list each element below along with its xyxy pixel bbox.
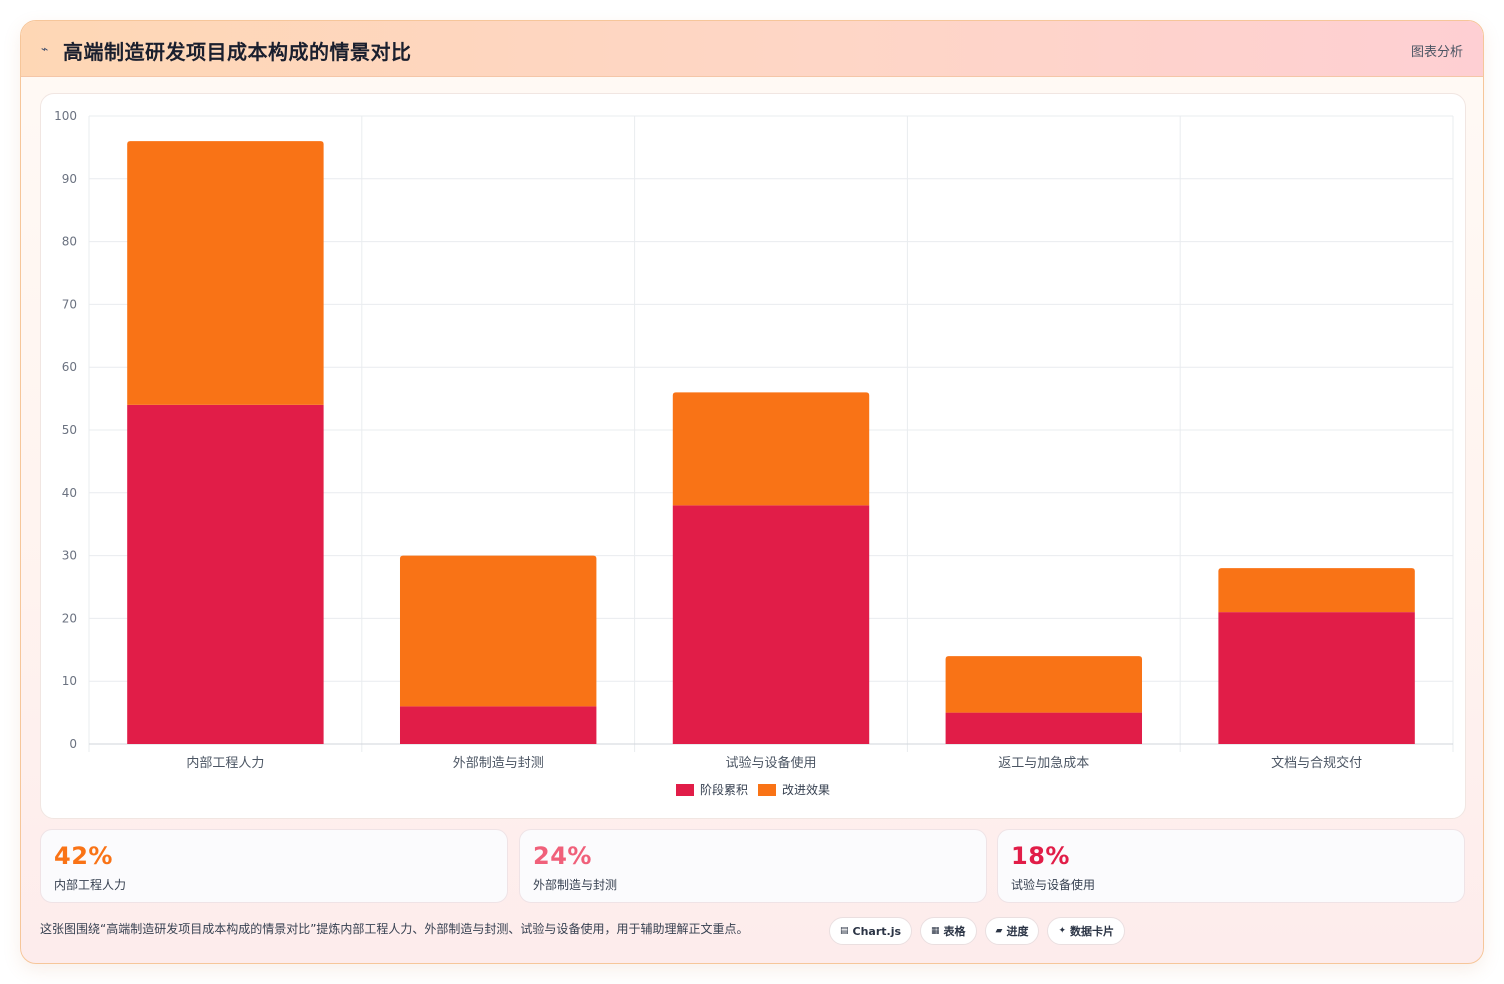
bar-segment-stage xyxy=(945,712,1143,744)
y-tick-label: 90 xyxy=(62,172,77,186)
stat-value-3: 18% xyxy=(1011,842,1070,870)
bar-segment-improve xyxy=(1218,568,1415,613)
stat-label-1: 内部工程人力 xyxy=(54,878,127,892)
stat-label-3: 试验与设备使用 xyxy=(1011,878,1096,892)
stat-value-1: 42% xyxy=(54,842,113,870)
chart-caption: 这张图围绕“高端制造研发项目成本构成的情景对比”提炼内部工程人力、外部制造与封测… xyxy=(40,922,749,936)
bar-segment-stage xyxy=(399,706,597,744)
y-tick-label: 40 xyxy=(62,486,77,500)
chart-icon: ▤ xyxy=(840,926,849,936)
bar-segment-improve xyxy=(672,392,870,506)
chart-legend: 阶段累积 改进效果 xyxy=(41,781,1465,798)
tag-label: 表格 xyxy=(943,925,966,938)
legend-label-improve: 改进效果 xyxy=(782,783,831,797)
stat-card-1: 42% 内部工程人力 xyxy=(40,829,508,903)
y-tick-label: 100 xyxy=(54,109,77,123)
tag-label: 进度 xyxy=(1006,925,1029,938)
x-tick-label: 文档与合规交付 xyxy=(1271,755,1362,771)
table-icon: ▦ xyxy=(931,926,940,936)
bar-segment-improve xyxy=(399,555,597,707)
stat-label-2: 外部制造与封测 xyxy=(533,878,618,892)
x-tick-label: 试验与设备使用 xyxy=(725,755,816,771)
y-tick-label: 50 xyxy=(62,423,77,437)
x-tick-label: 返工与加急成本 xyxy=(998,756,1089,771)
legend-swatch-stage xyxy=(675,783,694,796)
sparkle-icon: ✦ xyxy=(1058,926,1067,936)
legend-label-stage: 阶段累积 xyxy=(699,783,748,797)
chart-analysis-link[interactable]: 图表分析 xyxy=(1410,45,1463,60)
stacked-bar-chart: 0 10 20 30 40 50 60 70 80 90 100 内部工程人力 外部制造与封测 试验与设备… xyxy=(54,109,1454,771)
progress-icon: ▰ xyxy=(995,926,1003,936)
chart-card: ⌁ 高端制造研发项目成本构成的情景对比 图表分析 0 10 20 30 40 50 60 70… xyxy=(20,20,1484,964)
bar-segment-stage xyxy=(672,505,870,744)
chart-panel: 0 10 20 30 40 50 60 70 80 90 100 内部工程人力 外部制造与封测 试验与设备… xyxy=(40,93,1466,819)
tag-data-card[interactable]: ✦ 数据卡片 xyxy=(1047,917,1126,945)
y-tick-label: 10 xyxy=(62,674,77,688)
stat-value-2: 24% xyxy=(533,842,592,870)
y-tick-label: 0 xyxy=(69,737,77,751)
bar-segment-improve xyxy=(127,141,324,405)
y-tick-label: 70 xyxy=(62,297,77,311)
x-tick-label: 内部工程人力 xyxy=(186,755,264,771)
tag-chartjs[interactable]: ▤ Chart.js xyxy=(829,917,913,945)
legend-item-stage[interactable]: 阶段累积 xyxy=(675,781,748,798)
tag-label: 数据卡片 xyxy=(1070,925,1115,938)
bar-segment-improve xyxy=(945,656,1143,713)
page-title: 高端制造研发项目成本构成的情景对比 xyxy=(63,40,412,64)
bar-segment-stage xyxy=(1218,612,1415,744)
tag-progress[interactable]: ▰ 进度 xyxy=(984,917,1040,945)
chart-line-icon: ⌁ xyxy=(41,42,49,56)
tag-table[interactable]: ▦ 表格 xyxy=(920,917,977,945)
y-tick-label: 30 xyxy=(62,549,77,563)
y-tick-label: 60 xyxy=(62,360,77,374)
y-tick-label: 20 xyxy=(62,611,77,625)
y-tick-label: 80 xyxy=(62,235,77,249)
tag-label: Chart.js xyxy=(852,924,902,938)
legend-item-improve[interactable]: 改进效果 xyxy=(758,781,830,798)
card-header: ⌁ 高端制造研发项目成本构成的情景对比 图表分析 xyxy=(21,21,1483,77)
x-tick-label: 外部制造与封测 xyxy=(453,756,544,771)
legend-swatch-improve xyxy=(758,783,776,796)
tag-list: ▤ Chart.js ▦ 表格 ▰ 进度 ✦ 数据卡片 xyxy=(829,917,1126,945)
stat-card-3: 18% 试验与设备使用 xyxy=(997,829,1465,903)
stat-card-2: 24% 外部制造与封测 xyxy=(519,829,987,903)
bar-segment-stage xyxy=(127,404,324,744)
